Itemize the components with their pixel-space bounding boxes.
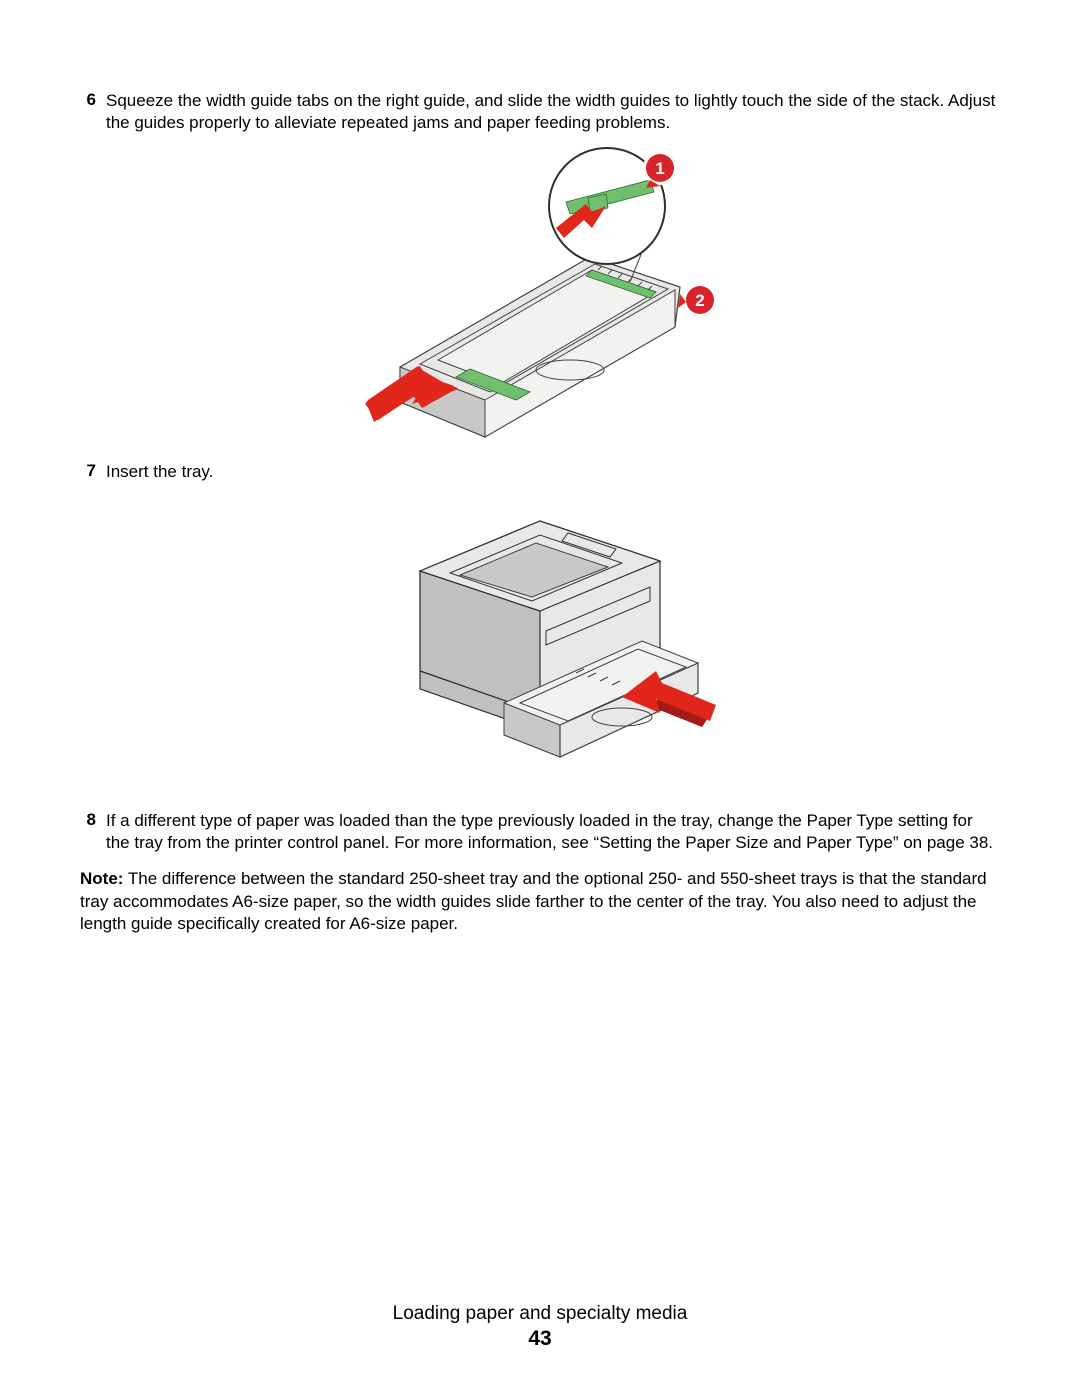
footer-page-number: 43 bbox=[0, 1327, 1080, 1351]
step-8: 8 If a different type of paper was loade… bbox=[80, 810, 1000, 854]
step-text: Insert the tray. bbox=[106, 461, 1000, 483]
step-7: 7 Insert the tray. bbox=[80, 461, 1000, 483]
step-number: 6 bbox=[80, 90, 106, 134]
callout-2: 2 bbox=[695, 291, 704, 310]
tray-diagram: 1 2 bbox=[360, 142, 720, 442]
callout-1: 1 bbox=[655, 159, 664, 178]
page-footer: Loading paper and specialty media 43 bbox=[0, 1303, 1080, 1351]
step-number: 7 bbox=[80, 461, 106, 483]
step-text: If a different type of paper was loaded … bbox=[106, 810, 1000, 854]
note-text: The difference between the standard 250-… bbox=[80, 869, 987, 932]
figure-insert-tray bbox=[80, 491, 1000, 796]
footer-title: Loading paper and specialty media bbox=[0, 1303, 1080, 1325]
note-label: Note: bbox=[80, 869, 123, 888]
page-content: 6 Squeeze the width guide tabs on the ri… bbox=[80, 90, 1000, 935]
step-text: Squeeze the width guide tabs on the righ… bbox=[106, 90, 1000, 134]
step-number: 8 bbox=[80, 810, 106, 854]
printer-diagram bbox=[360, 491, 720, 791]
figure-tray-guides: 1 2 bbox=[80, 142, 1000, 447]
step-6: 6 Squeeze the width guide tabs on the ri… bbox=[80, 90, 1000, 134]
note-paragraph: Note: The difference between the standar… bbox=[80, 868, 1000, 934]
